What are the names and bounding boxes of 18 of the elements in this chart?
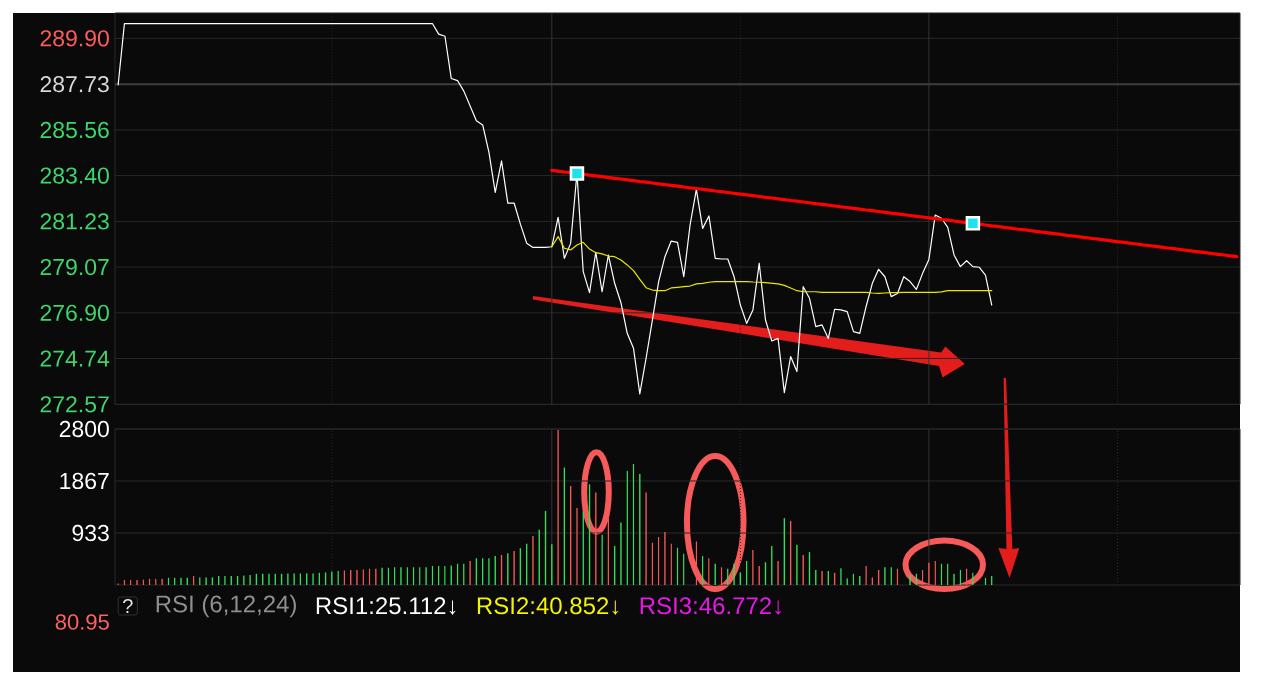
y-tick-label: 289.90 <box>40 30 109 47</box>
text: ? <box>123 599 133 613</box>
y-tick-label: 272.57 <box>40 396 109 413</box>
y-tick-label: 287.73 <box>40 76 109 93</box>
y-tick-label: 2800 <box>59 420 109 438</box>
y-tick-label: 283.40 <box>40 167 109 184</box>
y-tick-label: 279.07 <box>40 258 109 276</box>
text: RSI1:25.112↓ <box>316 597 456 615</box>
text: RSI2:40.852↓ <box>477 597 619 615</box>
text: RSI (6,12,24) <box>156 594 296 618</box>
y-tick-label: 276.90 <box>40 304 109 321</box>
y-tick-label: 274.74 <box>40 350 110 367</box>
y-tick-label: 933 <box>72 524 109 542</box>
y-tick-label: 285.56 <box>40 121 109 139</box>
text: 80.95 <box>55 614 109 630</box>
y-tick-label: 281.23 <box>40 213 109 230</box>
text: RSI3:46.772↓ <box>640 597 781 615</box>
y-tick-label: 1867 <box>60 472 109 490</box>
